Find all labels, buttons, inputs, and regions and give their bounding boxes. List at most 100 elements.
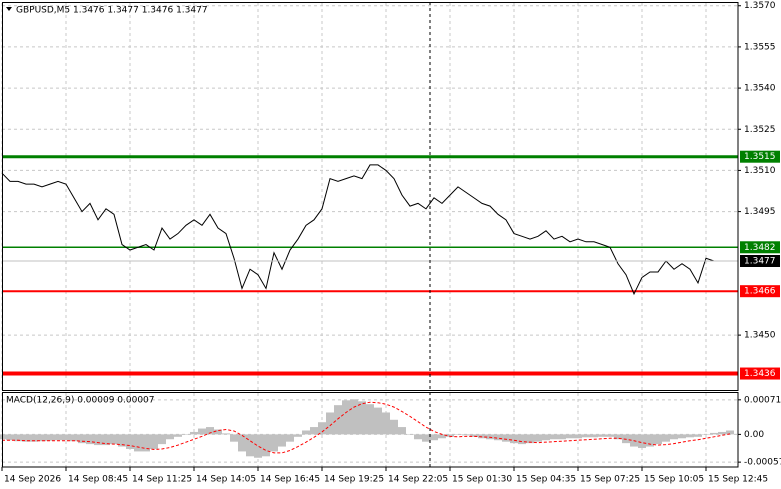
x-tick-label: 15 Sep 04:35 xyxy=(516,475,576,485)
histogram-bar xyxy=(670,434,678,440)
y-tick-label: 1.3555 xyxy=(744,42,776,52)
histogram-bar xyxy=(134,434,142,452)
histogram-bar xyxy=(102,434,110,446)
histogram-bar xyxy=(46,434,54,441)
histogram-bar xyxy=(502,434,510,442)
histogram-bar xyxy=(150,434,158,449)
histogram-bar xyxy=(702,434,710,435)
level-label: 1.3436 xyxy=(744,369,776,379)
histogram-bar xyxy=(654,434,662,445)
histogram-bar xyxy=(6,434,14,441)
histogram-bar xyxy=(254,434,262,458)
level-label-box xyxy=(740,367,780,380)
histogram-bar xyxy=(326,412,334,435)
y-tick-label: 1.3540 xyxy=(744,84,776,94)
histogram-bar xyxy=(526,434,534,444)
histogram-bar xyxy=(678,434,686,439)
histogram-bar xyxy=(222,433,230,435)
histogram-bar xyxy=(510,434,518,444)
level-label: 1.3482 xyxy=(744,243,776,253)
histogram-bar xyxy=(646,434,654,447)
level-label-box xyxy=(740,150,780,163)
histogram-bar xyxy=(598,434,606,437)
y-tick-label: 1.3525 xyxy=(744,125,776,135)
histogram-bar xyxy=(182,434,190,435)
histogram-bar xyxy=(30,434,38,442)
histogram-bar xyxy=(638,434,646,449)
histogram-bar xyxy=(110,434,118,445)
histogram-bar xyxy=(534,434,542,442)
histogram-bar xyxy=(262,434,270,457)
histogram-bar xyxy=(590,434,598,438)
histogram-bar xyxy=(230,434,238,442)
mark-layer xyxy=(0,155,738,458)
histogram-bar xyxy=(246,434,254,457)
histogram-bar xyxy=(342,400,350,435)
histogram-bar xyxy=(398,427,406,435)
histogram-bar xyxy=(718,431,726,435)
histogram-bar xyxy=(550,434,558,440)
x-tick-label: 14 Sep 22:05 xyxy=(388,475,448,485)
histogram-bar xyxy=(38,434,46,442)
x-tick-label: 15 Sep 07:25 xyxy=(580,475,640,485)
level-label-box xyxy=(740,285,780,298)
histogram-bar xyxy=(606,434,614,437)
level-label: 1.3466 xyxy=(744,287,776,297)
signal-line xyxy=(2,401,731,454)
histogram-bar xyxy=(174,434,182,437)
x-tick-label: 15 Sep 12:45 xyxy=(708,475,768,485)
y-tick-label: 1.3450 xyxy=(744,331,776,341)
x-tick-label: 14 Sep 11:25 xyxy=(132,475,192,485)
histogram-bar xyxy=(126,434,134,449)
histogram-bar xyxy=(382,412,390,435)
last-price-label: 1.3477 xyxy=(744,257,776,267)
x-tick-label: 14 Sep 2026 xyxy=(4,475,61,485)
chart-title: GBPUSD,M5 1.3476 1.3477 1.3476 1.3477 xyxy=(16,6,208,16)
histogram-bar xyxy=(310,427,318,435)
histogram-bar xyxy=(86,434,94,445)
y-tick-label: 0.00 xyxy=(744,430,764,440)
histogram-bar xyxy=(334,405,342,435)
x-tick-label: 14 Sep 14:05 xyxy=(196,475,256,485)
histogram-bar xyxy=(566,434,574,439)
histogram-bar xyxy=(70,434,78,442)
main-frame xyxy=(2,2,739,391)
histogram-bar xyxy=(414,434,422,440)
histogram-bar xyxy=(190,431,198,435)
histogram-bar xyxy=(166,434,174,440)
histogram-bar xyxy=(422,434,430,442)
histogram-bar xyxy=(662,434,670,442)
histogram-bar xyxy=(470,434,478,437)
histogram-bar xyxy=(54,434,62,441)
histogram-bar xyxy=(430,434,438,441)
histogram-bar xyxy=(142,434,150,452)
menu-arrow xyxy=(6,7,12,11)
histogram-bar xyxy=(94,434,102,446)
histogram-bar xyxy=(462,434,470,436)
histogram-bar xyxy=(494,434,502,441)
histogram-bar xyxy=(118,434,126,447)
histogram-bar xyxy=(62,434,70,441)
histogram-bar xyxy=(446,434,454,437)
histogram-bar xyxy=(542,434,550,441)
x-tick-label: 14 Sep 16:45 xyxy=(260,475,320,485)
histogram-bar xyxy=(206,427,214,435)
histogram-bar xyxy=(366,404,374,435)
histogram-bar xyxy=(158,434,166,445)
histogram-bar xyxy=(14,434,22,442)
histogram-bar xyxy=(294,434,302,437)
x-tick-label: 15 Sep 01:30 xyxy=(452,475,512,485)
x-tick-label: 14 Sep 19:25 xyxy=(324,475,384,485)
histogram-bar xyxy=(214,429,222,435)
y-tick-label: 1.3510 xyxy=(744,166,776,176)
y-tick-label: -0.00057 xyxy=(744,458,781,468)
histogram-bar xyxy=(286,434,294,442)
histogram-bar xyxy=(270,434,278,452)
histogram-bar xyxy=(406,434,414,435)
histogram-bar xyxy=(318,422,326,435)
y-tick-label: 0.00071 xyxy=(744,395,781,405)
histogram-bar xyxy=(686,434,694,438)
histogram-bar xyxy=(574,434,582,439)
